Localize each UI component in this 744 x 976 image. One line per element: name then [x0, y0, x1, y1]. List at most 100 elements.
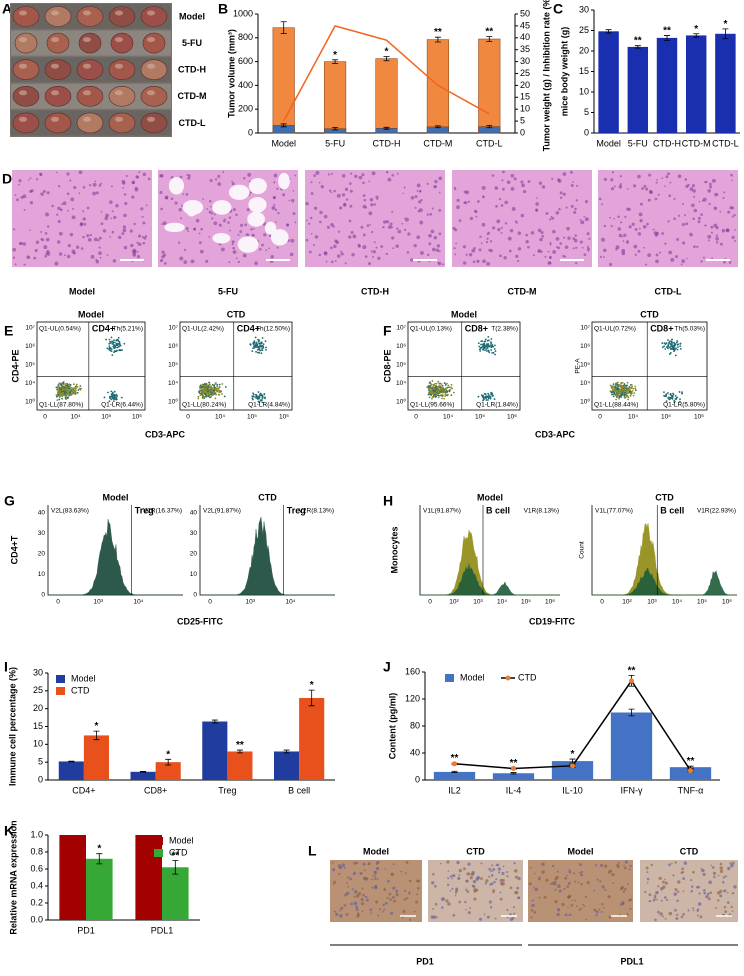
nucleus: [19, 242, 21, 244]
cell: [580, 873, 583, 876]
nucleus: [57, 240, 60, 243]
nucleus: [227, 221, 230, 224]
event-dot: [56, 396, 58, 398]
nucleus: [623, 234, 626, 237]
event-dot: [65, 388, 67, 390]
event-dot: [485, 338, 487, 340]
event-dot: [429, 386, 431, 388]
nucleus: [282, 193, 285, 196]
nucleus: [477, 200, 480, 203]
event-dot: [73, 383, 75, 385]
event-dot: [256, 342, 258, 344]
cell: [388, 893, 391, 896]
event-dot: [620, 384, 622, 386]
cell: [513, 913, 515, 915]
cell: [572, 899, 574, 901]
nucleus: [236, 257, 238, 259]
event-dot: [482, 396, 484, 398]
cell: [417, 887, 420, 890]
event-dot: [431, 387, 433, 389]
panel-letter: G: [4, 493, 15, 509]
bar: [131, 772, 156, 780]
nucleus: [235, 213, 238, 216]
nucleus: [308, 223, 310, 225]
tumor-highlight: [115, 117, 123, 122]
event-dot: [613, 396, 615, 398]
nucleus: [33, 257, 36, 260]
nucleus: [583, 216, 585, 218]
y-tick-label: 10: [190, 571, 198, 578]
tumor: [111, 33, 133, 53]
event-dot: [665, 393, 667, 395]
cell: [358, 892, 361, 895]
nucleus: [383, 220, 386, 223]
event-dot: [492, 346, 494, 348]
tumor-highlight: [83, 90, 91, 95]
nucleus: [464, 191, 467, 194]
cell: [371, 879, 373, 881]
y-tick-label: 10: [38, 571, 46, 578]
nucleus: [46, 238, 50, 242]
cell: [696, 886, 698, 888]
nucleus: [289, 200, 291, 202]
nucleus: [196, 219, 200, 223]
event-dot: [204, 383, 206, 385]
histology-label: CTD-M: [508, 286, 537, 296]
nucleus: [199, 241, 202, 244]
nucleus: [549, 262, 551, 264]
nucleus: [290, 239, 294, 243]
cell: [357, 912, 359, 914]
cell: [492, 868, 495, 871]
event-dot: [611, 391, 613, 393]
cell: [359, 872, 362, 875]
cell: [621, 886, 624, 889]
x-tick-label: 10²: [622, 599, 632, 606]
tumor: [79, 33, 101, 53]
nucleus: [351, 231, 354, 234]
nucleus: [540, 251, 542, 253]
vacuole: [278, 173, 290, 190]
cell: [577, 881, 579, 883]
x-tick-label: 10⁶: [507, 414, 517, 421]
event-dot: [257, 349, 259, 351]
tumor: [45, 7, 71, 27]
nucleus: [363, 234, 366, 237]
nucleus: [232, 243, 234, 245]
nucleus: [538, 250, 540, 252]
y-tick-label: 400: [238, 80, 253, 90]
cell: [608, 895, 611, 898]
gate-label: B cell: [486, 505, 510, 515]
y2-tick-label: 40: [520, 32, 530, 42]
x-tick-label: CD4+: [72, 785, 95, 795]
cell: [469, 907, 471, 909]
x-tick-label: CTD-L: [476, 138, 503, 148]
event-dot: [631, 387, 633, 389]
cell: [443, 898, 445, 900]
cell: [604, 864, 607, 867]
nucleus: [109, 236, 111, 238]
event-dot: [434, 383, 436, 385]
nucleus: [694, 209, 698, 213]
nucleus: [404, 218, 406, 220]
nucleus: [432, 248, 436, 252]
event-dot: [664, 396, 666, 398]
nucleus: [673, 198, 675, 200]
nucleus: [427, 214, 429, 216]
event-dot: [111, 354, 113, 356]
bar: [299, 698, 324, 780]
nucleus: [13, 256, 15, 258]
cell: [515, 876, 518, 879]
x-tick-label: PD1: [77, 925, 95, 935]
nucleus: [727, 211, 730, 214]
event-dot: [680, 348, 682, 350]
y-tick-label: 10⁰: [580, 398, 590, 406]
nucleus: [26, 255, 30, 259]
nucleus: [719, 211, 721, 213]
event-dot: [625, 386, 627, 388]
nucleus: [175, 201, 178, 204]
cell: [595, 864, 597, 866]
cell: [347, 886, 349, 888]
nucleus: [511, 187, 515, 191]
nucleus: [471, 249, 475, 253]
nucleus: [438, 209, 441, 212]
